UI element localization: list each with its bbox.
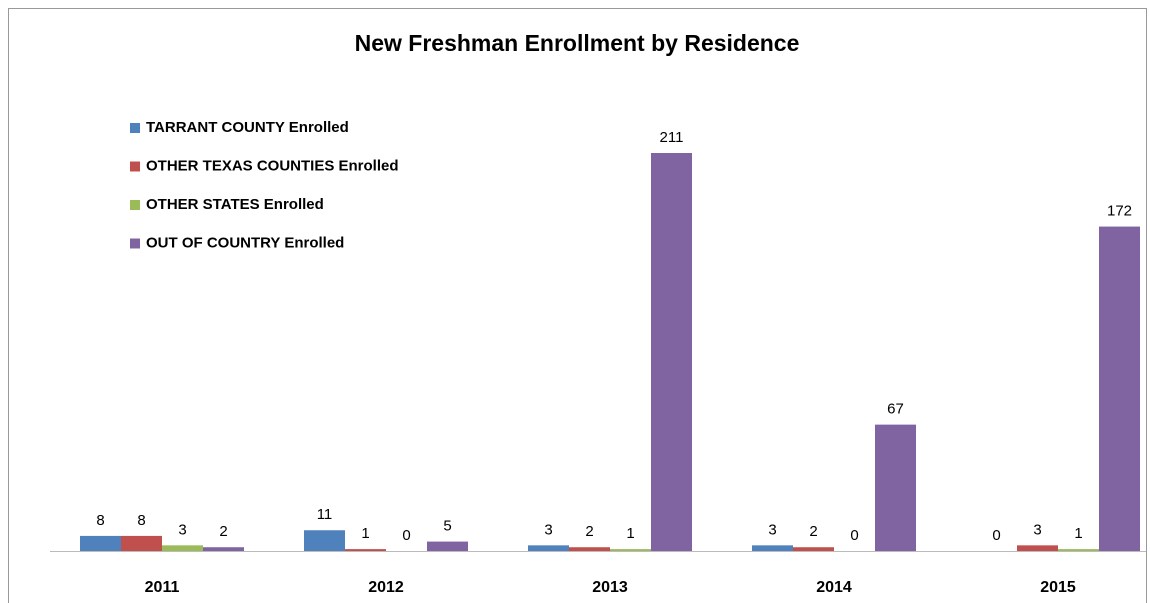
- legend-swatch: [130, 200, 140, 210]
- bar: [528, 545, 569, 551]
- value-label: 1: [361, 525, 369, 542]
- bar: [203, 547, 244, 551]
- legend-label: TARRANT COUNTY Enrolled: [146, 119, 349, 136]
- value-label: 5: [443, 518, 451, 535]
- bar: [752, 545, 793, 551]
- value-label: 1: [1074, 525, 1082, 542]
- value-label: 8: [96, 512, 104, 529]
- bar: [1099, 226, 1140, 552]
- bar: [1058, 549, 1099, 551]
- value-label: 1: [626, 525, 634, 542]
- bar: [651, 153, 692, 551]
- value-label: 67: [887, 401, 904, 418]
- value-label: 211: [660, 129, 684, 146]
- bar: [610, 549, 651, 551]
- bar: [345, 549, 386, 551]
- bar: [427, 541, 468, 551]
- legend-label: OTHER STATES Enrolled: [146, 196, 324, 213]
- value-label: 8: [137, 512, 145, 529]
- value-label: 3: [768, 521, 776, 538]
- bar: [162, 545, 203, 551]
- bar: [793, 547, 834, 551]
- legend-swatch: [130, 123, 140, 133]
- legend-swatch: [130, 238, 140, 249]
- value-label: 0: [850, 527, 858, 544]
- bar: [569, 547, 610, 551]
- value-label: 2: [809, 523, 817, 540]
- x-tick-label: 2013: [592, 579, 628, 596]
- bar: [875, 424, 916, 551]
- bar: [304, 530, 345, 551]
- value-label: 0: [992, 527, 1000, 544]
- value-label: 172: [1107, 203, 1132, 220]
- x-tick-label: 2014: [816, 579, 852, 596]
- legend-label: OTHER TEXAS COUNTIES Enrolled: [146, 157, 399, 174]
- value-label: 2: [219, 523, 227, 540]
- x-tick-label: 2012: [368, 579, 404, 596]
- bar: [1017, 545, 1058, 551]
- x-tick-label: 2015: [1040, 579, 1076, 596]
- legend-label: OUT OF COUNTRY Enrolled: [146, 234, 344, 251]
- value-label: 3: [544, 521, 552, 538]
- value-label: 0: [402, 527, 410, 544]
- value-label: 2: [585, 523, 593, 540]
- legend-swatch: [130, 161, 140, 172]
- chart-title: New Freshman Enrollment by Residence: [355, 30, 800, 56]
- bar: [121, 535, 162, 551]
- bar: [80, 535, 121, 551]
- value-label: 3: [178, 521, 186, 538]
- x-tick-label: 2011: [145, 579, 180, 596]
- value-label: 11: [317, 506, 333, 523]
- value-label: 3: [1033, 521, 1041, 538]
